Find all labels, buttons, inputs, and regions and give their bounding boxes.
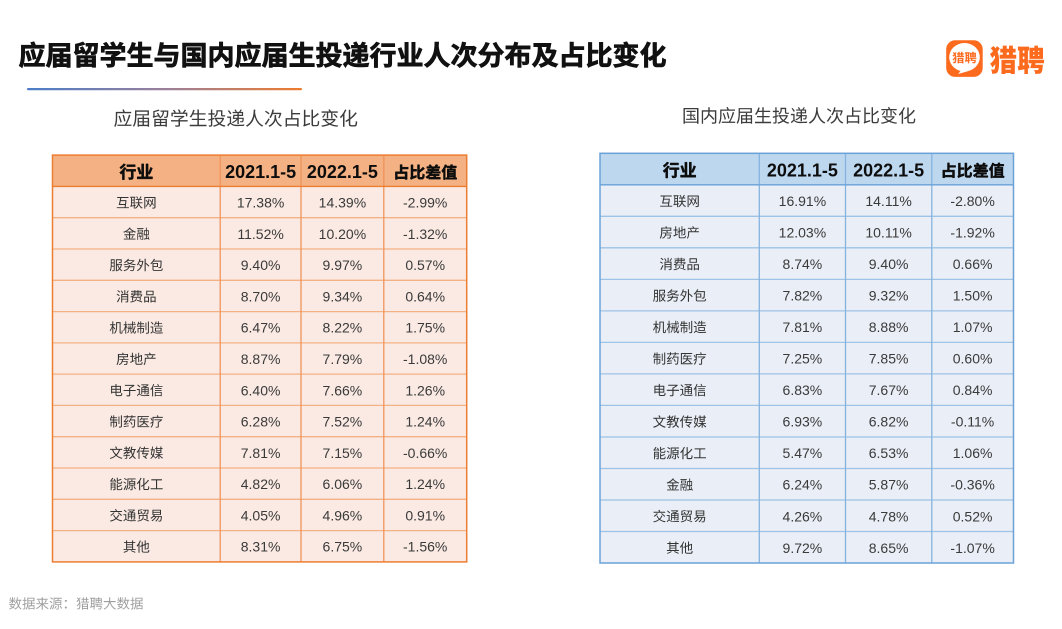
svg-text:2022.1-5: 2022.1-5 [853,161,924,181]
svg-text:4.96%: 4.96% [323,507,363,523]
svg-text:7.15%: 7.15% [323,445,363,461]
svg-text:0.64%: 0.64% [405,288,445,304]
svg-text:7.52%: 7.52% [323,414,363,430]
svg-text:8.87%: 8.87% [241,351,281,367]
svg-text:6.24%: 6.24% [783,477,823,493]
svg-text:1.24%: 1.24% [405,476,445,492]
svg-text:6.53%: 6.53% [869,445,909,461]
svg-text:6.28%: 6.28% [241,414,281,430]
svg-text:1.07%: 1.07% [953,319,993,335]
svg-text:7.85%: 7.85% [869,351,909,367]
svg-text:1.24%: 1.24% [405,414,445,430]
svg-text:-0.11%: -0.11% [951,414,994,430]
svg-text:-1.08%: -1.08% [403,351,447,367]
svg-text:17.38%: 17.38% [237,195,284,211]
svg-text:7.79%: 7.79% [323,351,363,367]
svg-text:6.06%: 6.06% [323,476,363,492]
svg-text:1.06%: 1.06% [953,445,993,461]
svg-text:6.93%: 6.93% [783,414,823,430]
svg-text:12.03%: 12.03% [779,225,826,241]
svg-text:5.87%: 5.87% [869,477,909,493]
svg-text:9.97%: 9.97% [323,257,363,273]
svg-text:7.25%: 7.25% [783,351,823,367]
svg-text:8.31%: 8.31% [241,539,281,555]
svg-text:9.40%: 9.40% [241,257,281,273]
svg-text:10.20%: 10.20% [319,226,366,242]
svg-text:9.72%: 9.72% [783,540,823,556]
svg-text:9.40%: 9.40% [869,256,909,272]
svg-text:11.52%: 11.52% [237,226,283,242]
svg-text:9.32%: 9.32% [869,288,909,304]
svg-text:-0.66%: -0.66% [403,445,447,461]
svg-text:7.81%: 7.81% [783,319,823,335]
svg-text:7.82%: 7.82% [783,288,823,304]
svg-text:0.57%: 0.57% [405,257,445,273]
svg-text:0.60%: 0.60% [953,351,993,367]
svg-text:8.74%: 8.74% [783,256,823,272]
svg-text:6.40%: 6.40% [241,382,281,398]
svg-text:4.05%: 4.05% [241,507,281,523]
svg-text:0.84%: 0.84% [953,382,993,398]
svg-text:1.75%: 1.75% [405,320,445,336]
svg-text:1.26%: 1.26% [405,382,445,398]
svg-text:2022.1-5: 2022.1-5 [307,162,378,182]
svg-text:7.81%: 7.81% [241,445,281,461]
svg-text:0.52%: 0.52% [953,508,993,524]
svg-text:4.26%: 4.26% [783,508,823,524]
svg-text:-1.07%: -1.07% [950,540,994,556]
svg-text:-2.99%: -2.99% [403,195,447,211]
svg-text:-1.92%: -1.92% [950,225,994,241]
svg-text:-1.56%: -1.56% [403,539,447,555]
svg-text:8.70%: 8.70% [241,288,281,304]
svg-text:6.82%: 6.82% [869,414,909,430]
svg-text:0.66%: 0.66% [953,256,993,272]
svg-text:-2.80%: -2.80% [950,193,994,209]
svg-text:6.47%: 6.47% [241,320,281,336]
svg-text:5.47%: 5.47% [783,445,823,461]
svg-text:9.34%: 9.34% [323,288,363,304]
svg-text:2021.1-5: 2021.1-5 [225,162,296,182]
svg-text:1.50%: 1.50% [953,288,993,304]
svg-text:10.11%: 10.11% [865,225,911,241]
svg-text:16.91%: 16.91% [779,193,826,209]
svg-text:4.82%: 4.82% [241,476,281,492]
svg-text:4.78%: 4.78% [869,508,909,524]
svg-text:8.65%: 8.65% [869,540,909,556]
svg-text:6.83%: 6.83% [783,382,823,398]
svg-text:0.91%: 0.91% [405,507,445,523]
svg-text:2021.1-5: 2021.1-5 [767,161,838,181]
svg-text:7.66%: 7.66% [323,382,363,398]
svg-text:8.88%: 8.88% [869,319,909,335]
svg-text:-0.36%: -0.36% [950,477,994,493]
svg-text:7.67%: 7.67% [869,382,909,398]
svg-text:-1.32%: -1.32% [403,226,447,242]
svg-text:6.75%: 6.75% [323,539,363,555]
svg-text:14.39%: 14.39% [319,195,366,211]
svg-text:14.11%: 14.11% [865,193,911,209]
svg-text:8.22%: 8.22% [323,320,363,336]
